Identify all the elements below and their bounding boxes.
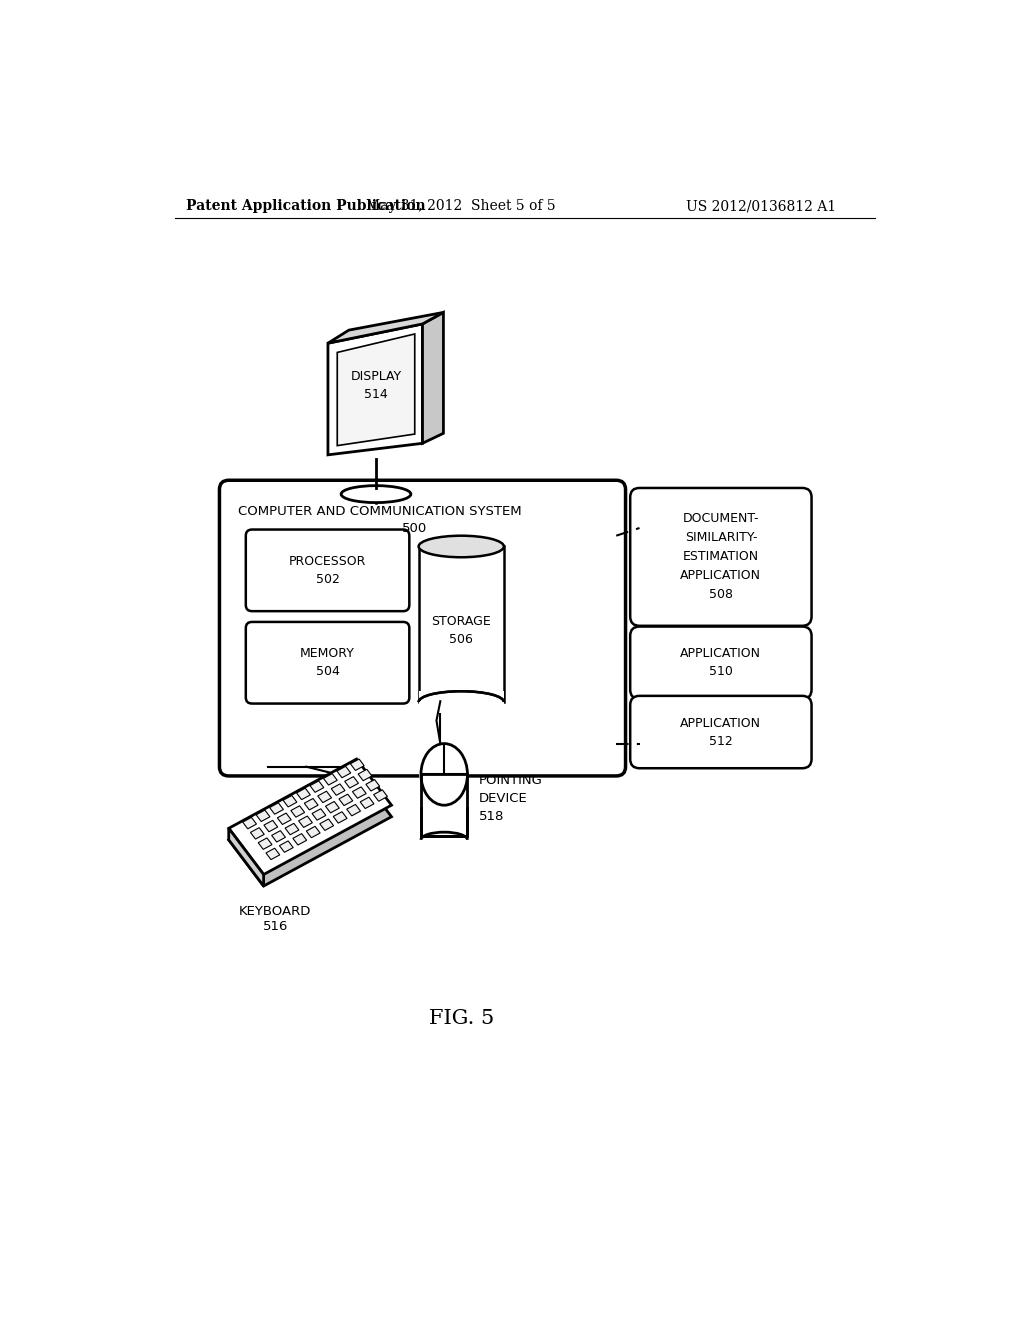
Polygon shape (366, 780, 380, 791)
FancyBboxPatch shape (630, 696, 812, 768)
FancyBboxPatch shape (219, 480, 626, 776)
Text: DOCUMENT-
SIMILARITY-
ESTIMATION
APPLICATION
508: DOCUMENT- SIMILARITY- ESTIMATION APPLICA… (680, 512, 762, 602)
FancyBboxPatch shape (630, 488, 812, 626)
Polygon shape (228, 771, 391, 886)
Text: APPLICATION
512: APPLICATION 512 (680, 717, 762, 747)
Polygon shape (374, 789, 387, 801)
Ellipse shape (341, 486, 411, 503)
Polygon shape (228, 829, 263, 886)
Polygon shape (350, 759, 365, 771)
Polygon shape (228, 759, 391, 874)
Text: APPLICATION
510: APPLICATION 510 (680, 647, 762, 678)
Polygon shape (256, 810, 270, 821)
Polygon shape (278, 813, 291, 825)
Text: Patent Application Publication: Patent Application Publication (186, 199, 426, 213)
Text: US 2012/0136812 A1: US 2012/0136812 A1 (686, 199, 837, 213)
Polygon shape (326, 801, 339, 813)
Text: DISPLAY
514: DISPLAY 514 (350, 370, 401, 401)
Polygon shape (310, 781, 324, 792)
Bar (421, 775, 467, 836)
Polygon shape (266, 849, 280, 859)
Polygon shape (297, 788, 310, 800)
Polygon shape (280, 841, 293, 853)
FancyBboxPatch shape (630, 627, 812, 700)
Polygon shape (337, 334, 415, 446)
Polygon shape (423, 313, 443, 444)
Bar (420, 775, 469, 807)
Text: May 31, 2012  Sheet 5 of 5: May 31, 2012 Sheet 5 of 5 (367, 199, 556, 213)
FancyBboxPatch shape (246, 529, 410, 611)
Polygon shape (339, 795, 352, 805)
Polygon shape (319, 818, 334, 830)
Polygon shape (333, 812, 347, 824)
Polygon shape (251, 828, 264, 840)
Text: FIG. 5: FIG. 5 (429, 1010, 494, 1028)
FancyBboxPatch shape (246, 622, 410, 704)
Polygon shape (317, 791, 332, 803)
Polygon shape (345, 776, 358, 788)
Polygon shape (269, 803, 284, 814)
Polygon shape (358, 770, 372, 780)
Polygon shape (285, 824, 299, 834)
Polygon shape (337, 767, 350, 777)
Ellipse shape (419, 536, 504, 557)
Polygon shape (264, 820, 278, 832)
Polygon shape (324, 774, 337, 785)
Polygon shape (352, 787, 367, 799)
Text: PROCESSOR
502: PROCESSOR 502 (289, 554, 367, 586)
Polygon shape (304, 799, 318, 810)
Polygon shape (347, 804, 360, 816)
Polygon shape (331, 784, 345, 796)
Polygon shape (283, 796, 297, 807)
Bar (421, 775, 467, 836)
Text: KEYBOARD
516: KEYBOARD 516 (239, 906, 311, 933)
Polygon shape (243, 817, 256, 829)
Text: STORAGE
506: STORAGE 506 (431, 615, 492, 645)
Polygon shape (328, 323, 423, 455)
Polygon shape (271, 830, 286, 842)
Ellipse shape (421, 743, 467, 805)
Polygon shape (306, 826, 321, 838)
Polygon shape (312, 809, 326, 820)
Polygon shape (293, 834, 306, 845)
Polygon shape (291, 805, 304, 817)
Polygon shape (299, 816, 312, 828)
Bar (419, 692, 504, 713)
Text: MEMORY
504: MEMORY 504 (300, 647, 355, 678)
Polygon shape (258, 838, 272, 849)
Polygon shape (328, 313, 443, 343)
Polygon shape (360, 797, 374, 809)
Text: 500: 500 (402, 521, 427, 535)
Bar (419, 546, 504, 702)
Text: POINTING
DEVICE
518: POINTING DEVICE 518 (479, 775, 543, 824)
Text: COMPUTER AND COMMUNICATION SYSTEM: COMPUTER AND COMMUNICATION SYSTEM (238, 506, 521, 517)
